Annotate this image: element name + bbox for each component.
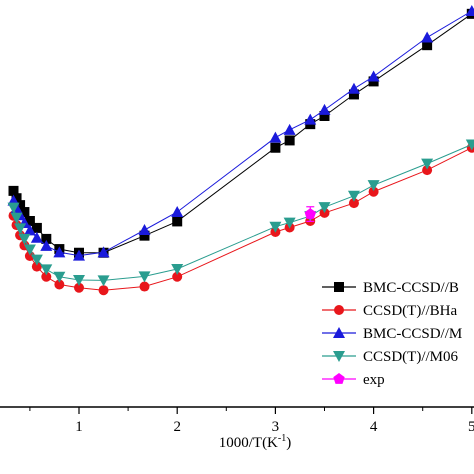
data-point [30,254,43,266]
legend-entry-0: BMC-CCSD//B [322,280,459,296]
data-point [30,231,43,243]
data-point [304,113,317,125]
data-point [31,222,42,233]
data-point [18,233,31,245]
series-4 [304,206,316,223]
data-point [465,139,474,151]
legend: BMC-CCSD//B CCSD(T)//BHa BMC-CCSD//M CCSD(T… [322,280,462,388]
legend-label: CCSD(T)//M06 [363,349,459,365]
data-point [19,207,30,218]
legend-entry-1: CCSD(T)//BHa [322,303,458,319]
data-point [171,206,184,218]
data-point [23,244,36,256]
data-point [138,223,151,235]
legend-label: BMC-CCSD//B [363,280,459,296]
x-axis-title-main: 1000/T(K [219,435,278,451]
data-point [7,202,20,214]
data-point [172,216,183,227]
data-point [172,271,183,282]
data-point [24,216,35,227]
series-line [13,147,473,291]
data-point [284,135,295,146]
data-point [8,185,19,196]
data-point [15,200,26,211]
legend-entry-2: BMC-CCSD//M [322,326,462,342]
x-tick-label: 5 [468,419,474,435]
data-point [270,142,281,153]
legend-entry-4: exp [322,372,385,388]
legend-label: exp [363,372,385,388]
data-point [11,193,22,204]
data-point [368,186,379,197]
data-point [347,82,360,94]
data-point [367,180,380,192]
legend-label: CCSD(T)//BHa [363,303,458,319]
data-point [348,198,359,209]
data-point [10,212,23,224]
data-point [139,230,150,241]
legend-marker [334,282,344,292]
data-point [422,40,433,51]
data-point [97,246,110,258]
data-point [138,271,151,283]
data-point [31,261,42,272]
data-point [41,233,52,244]
data-point [53,271,66,283]
x-tick-label: 2 [173,419,181,435]
series-layer [7,4,474,296]
data-point [421,31,434,43]
series-1 [8,142,474,296]
data-point [40,264,53,276]
data-point [318,202,331,214]
data-point [74,282,84,293]
data-point [465,4,474,16]
data-point [23,224,36,236]
legend-marker [333,327,345,338]
data-point [348,89,359,100]
x-tick-label: 1 [75,419,83,435]
data-point [171,264,184,276]
x-tick-label: 3 [272,419,280,435]
data-point [304,208,316,219]
data-point [53,246,66,258]
x-axis-title-suffix: ) [286,435,291,451]
data-point [269,131,282,143]
data-point [73,249,85,261]
data-point [421,158,434,170]
legend-entry-3: CCSD(T)//M06 [322,349,459,365]
data-point [319,110,330,121]
x-axis-title: 1000/T(K-1) [219,433,292,451]
x-axis-title-sup: -1 [278,433,286,444]
data-point [283,123,296,135]
data-point [41,271,52,282]
legend-marker [333,373,345,384]
series-2 [7,4,474,261]
data-point [98,285,109,296]
legend-label: BMC-CCSD//M [363,326,462,342]
data-point [97,275,110,287]
data-point [283,217,296,229]
data-point [269,221,282,233]
data-point [54,279,65,290]
data-point [73,275,85,287]
data-point [422,165,433,176]
data-point [318,103,331,115]
data-point [347,190,360,202]
series-line [13,10,473,257]
data-point [14,223,27,235]
legend-marker [334,305,344,315]
series-0 [8,8,474,258]
series-3 [7,139,474,287]
x-tick-label: 4 [370,419,378,435]
data-point [40,239,53,251]
legend-marker [333,351,345,362]
data-point [367,70,380,82]
series-line [13,13,473,254]
x-ticks: 1 2 3 4 5 [29,407,474,435]
data-point [139,281,150,292]
